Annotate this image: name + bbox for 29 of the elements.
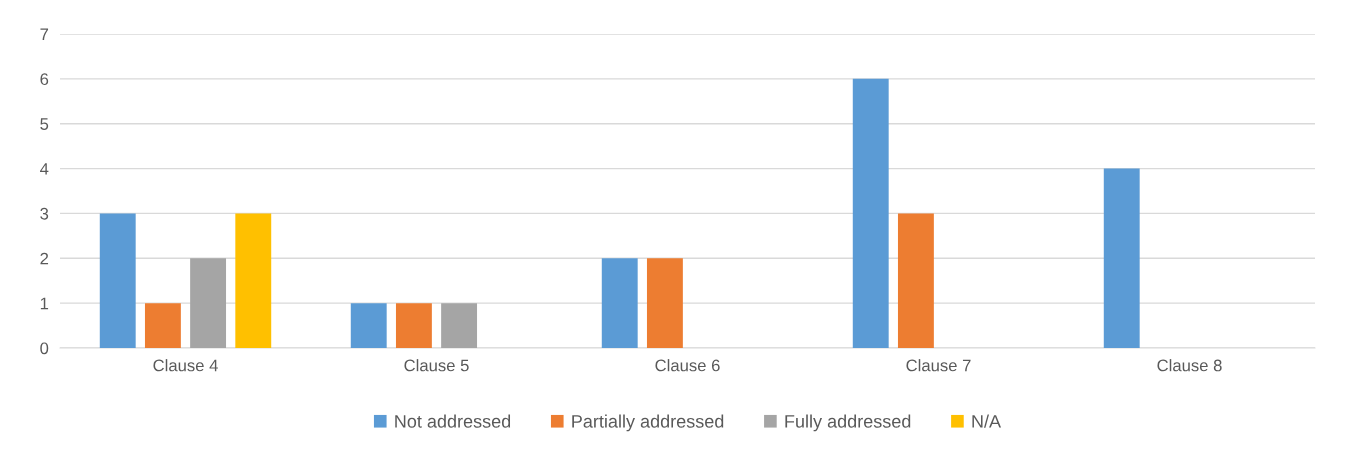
y-tick-label: 3: [40, 207, 49, 220]
y-tick-label: 0: [40, 342, 49, 355]
y-tick-label: 5: [40, 118, 49, 130]
bar: [350, 303, 387, 348]
legend-label: N/A: [972, 414, 1002, 428]
bar: [852, 78, 889, 348]
x-tick-label: Clause 8: [1157, 359, 1222, 372]
bar: [235, 213, 272, 348]
bar: [441, 303, 478, 348]
y-tick-label: 4: [40, 163, 49, 175]
y-tick-label: 1: [40, 297, 49, 310]
legend-label: Partially addressed: [572, 414, 724, 432]
bar: [646, 258, 683, 348]
y-tick-label: 2: [40, 252, 49, 265]
bar: [144, 303, 181, 348]
y-tick-label: 7: [40, 28, 49, 41]
bar: [1103, 168, 1140, 348]
y-tick-label: 6: [40, 73, 49, 86]
legend-label: Fully addressed: [785, 414, 911, 432]
legend-label: Not addressed: [395, 414, 511, 428]
bar: [395, 303, 432, 348]
bar: [99, 213, 136, 348]
bar: [897, 213, 934, 348]
x-tick-label: Clause 6: [655, 359, 720, 372]
bar: [601, 258, 638, 348]
x-tick-label: Clause 4: [153, 359, 218, 372]
x-tick-label: Clause 5: [404, 359, 469, 372]
x-tick-label: Clause 7: [906, 359, 971, 372]
bar: [190, 258, 227, 348]
